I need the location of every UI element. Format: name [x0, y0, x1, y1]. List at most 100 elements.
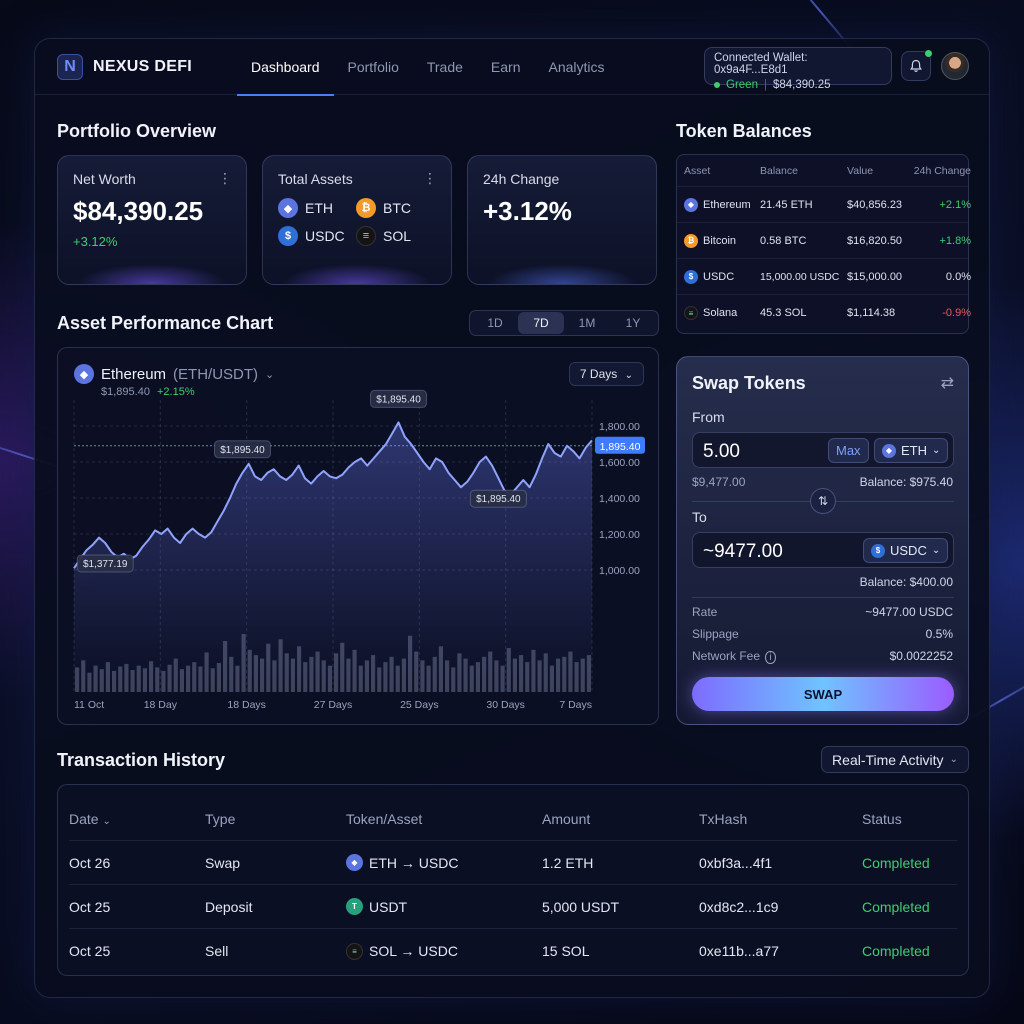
- table-row[interactable]: Oct 25 Deposit T USDT 5,000 USDT 0xd8c2..…: [69, 885, 957, 929]
- eth-icon: ◆: [882, 443, 896, 458]
- chevron-down-icon: ⌄: [265, 368, 275, 381]
- status-badge: Completed: [862, 854, 930, 871]
- chart-section-title: Asset Performance Chart: [57, 313, 274, 333]
- nav-dashboard[interactable]: Dashboard: [237, 39, 334, 96]
- activity-filter-dropdown[interactable]: Real-Time Activity ⌄: [821, 746, 969, 773]
- table-row[interactable]: ◆ Ethereum 21.45 ETH $40,856.23 +2.1%: [677, 187, 971, 223]
- usdt-icon: T: [346, 898, 363, 915]
- btc-icon: ₿: [684, 233, 698, 248]
- to-label: To: [692, 509, 707, 525]
- range-1m[interactable]: 1M: [578, 316, 596, 330]
- table-row[interactable]: ₿ Bitcoin 0.58 BTC $16,820.50 +1.8%: [677, 223, 971, 259]
- sol-icon: ≡: [356, 226, 376, 246]
- to-balance: Balance: $400.00: [859, 575, 953, 589]
- rate-label: Rate: [692, 605, 718, 619]
- usdc-icon: $: [684, 269, 698, 284]
- notification-button[interactable]: [901, 50, 932, 81]
- table-row[interactable]: Oct 26 Swap ◆ ETH → USDC 1.2 ETH 0xbf3a..…: [69, 841, 957, 885]
- price-annotation-box: [76, 554, 134, 573]
- table-row[interactable]: Oct 25 Sell ≡ SOL → USDC 15 SOL 0xe11b...…: [69, 929, 957, 973]
- price-annotation: $1,895.40: [376, 394, 421, 405]
- brand-name: NEXUS DEFI: [93, 58, 193, 75]
- chevron-down-icon: ⌄: [102, 815, 111, 827]
- asset-sol: ≡ SOL: [356, 226, 436, 246]
- pair-name: Ethereum: [101, 365, 167, 383]
- price-annotation: $1,377.19: [83, 559, 128, 570]
- price-area: [74, 422, 592, 692]
- range-1d[interactable]: 1D: [487, 316, 503, 330]
- price-annotation-box: [370, 389, 428, 408]
- token-balances-table: Asset Balance Value 24h Change ◆ Ethereum…: [676, 154, 971, 334]
- date-header[interactable]: Date ⌄: [69, 810, 111, 827]
- total-assets-label: Total Assets: [278, 171, 353, 187]
- eth-icon: ◆: [74, 364, 94, 384]
- chart-card: ◆ Ethereum (ETH/USDT) ⌄ $1,895.40 +2.15%…: [57, 347, 659, 725]
- x-tick-label: 27 Days: [314, 699, 353, 711]
- price-annotation: $1,895.40: [220, 445, 265, 456]
- swap-title: Swap Tokens: [692, 373, 806, 393]
- x-tick-label: 30 Days: [486, 699, 525, 711]
- slippage-value: 0.5%: [925, 627, 953, 641]
- wallet-balance: $84,390.25: [772, 79, 831, 91]
- pair-price-row: $1,895.40 +2.15%: [101, 386, 195, 398]
- network-fee-label: Network Fee: [692, 649, 761, 663]
- x-tick-label: 18 Days: [227, 699, 266, 711]
- nav-trade[interactable]: Trade: [426, 59, 463, 75]
- more-icon[interactable]: ⋮: [218, 170, 232, 186]
- y-tick-label: 1,800.00: [599, 421, 640, 433]
- net-worth-label: Net Worth: [73, 171, 136, 187]
- wallet-status: Green: [726, 79, 758, 91]
- price-chart[interactable]: 1,800.00 1,600.00 1,400.00 1,200.00 1,000.00…: [58, 348, 658, 724]
- range-7d[interactable]: 7D: [518, 312, 564, 334]
- chevron-down-icon: ⌄: [949, 754, 958, 765]
- app-window: N NEXUS DEFI Dashboard Portfolio Trade E…: [34, 38, 990, 998]
- from-balance: Balance: $975.40: [859, 475, 953, 489]
- nav-analytics[interactable]: Analytics: [548, 59, 605, 75]
- wallet-widget[interactable]: Connected Wallet: 0x9a4F...E8d1 Green | …: [704, 47, 892, 91]
- range-1y[interactable]: 1Y: [625, 316, 641, 330]
- token-balances-title: Token Balances: [676, 121, 812, 141]
- asset-btc: ₿ BTC: [356, 198, 436, 218]
- top-bar: N NEXUS DEFI Dashboard Portfolio Trade E…: [35, 39, 989, 96]
- avatar[interactable]: [941, 52, 969, 80]
- change-24h-value: +3.12%: [483, 196, 572, 226]
- slippage-label: Slippage: [692, 627, 739, 641]
- from-amount[interactable]: 5.00: [703, 441, 740, 462]
- from-amount-field[interactable]: 5.00 Max ◆ ETH ⌄: [692, 432, 954, 468]
- btc-icon: ₿: [356, 198, 376, 218]
- swap-button[interactable]: SWAP: [692, 677, 954, 711]
- max-button[interactable]: Max: [828, 438, 869, 463]
- to-amount-field[interactable]: ~9477.00 $ USDC ⌄: [692, 532, 954, 568]
- transactions-table: Date ⌄ Type Token/Asset Amount TxHash St…: [57, 784, 969, 976]
- network-fee-row: Network Fee i: [692, 649, 776, 664]
- usdc-icon: $: [871, 543, 885, 558]
- pair-symbol: (ETH/USDT): [173, 365, 259, 383]
- swap-direction-button[interactable]: ⇅: [810, 488, 836, 514]
- y-tick-label: 1,200.00: [599, 529, 640, 541]
- to-token-select[interactable]: $ USDC ⌄: [863, 538, 949, 563]
- current-price-label: 1,895.40: [600, 441, 641, 453]
- sol-icon: ≡: [684, 306, 698, 320]
- table-row[interactable]: $ USDC 15,000.00 USDC $15,000.00 0.0%: [677, 259, 971, 295]
- nav-portfolio[interactable]: Portfolio: [347, 59, 399, 75]
- more-icon[interactable]: ⋮: [423, 170, 437, 186]
- status-badge: Completed: [862, 943, 930, 959]
- table-header: Date ⌄ Type Token/Asset Amount TxHash St…: [69, 797, 957, 841]
- price-annotation-box: [469, 489, 527, 508]
- chevron-down-icon: ⌄: [932, 445, 941, 456]
- status-badge: Completed: [862, 898, 930, 915]
- logo-icon: N: [57, 54, 83, 80]
- rate-value: ~9477.00 USDC: [865, 605, 953, 619]
- pair-selector[interactable]: ◆ Ethereum (ETH/USDT) ⌄: [74, 364, 274, 384]
- from-token-select[interactable]: ◆ ETH ⌄: [874, 438, 949, 463]
- period-dropdown[interactable]: 7 Days ⌄: [568, 362, 644, 386]
- from-usd-value: $9,477.00: [692, 475, 746, 489]
- table-row[interactable]: ≡ Solana 45.3 SOL $1,114.38 -0.9%: [677, 295, 971, 331]
- to-amount[interactable]: ~9477.00: [703, 541, 783, 562]
- change-24h-card: 24h Change +3.12%: [467, 155, 657, 285]
- info-icon[interactable]: i: [765, 651, 776, 664]
- swap-arrows-icon[interactable]: ⇄: [940, 375, 954, 392]
- nav-earn[interactable]: Earn: [490, 59, 521, 75]
- price-annotation-box: [214, 440, 272, 459]
- y-tick-label: 1,000.00: [599, 565, 640, 577]
